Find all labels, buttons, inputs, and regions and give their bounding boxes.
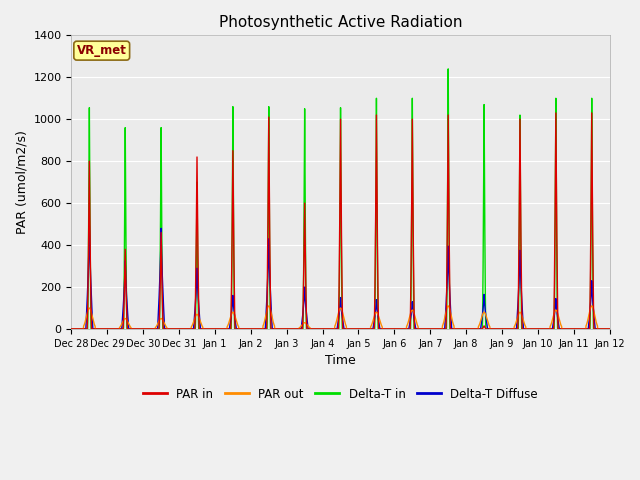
Y-axis label: PAR (umol/m2/s): PAR (umol/m2/s): [15, 130, 28, 234]
X-axis label: Time: Time: [325, 354, 356, 367]
Title: Photosynthetic Active Radiation: Photosynthetic Active Radiation: [219, 15, 462, 30]
Legend: PAR in, PAR out, Delta-T in, Delta-T Diffuse: PAR in, PAR out, Delta-T in, Delta-T Dif…: [138, 383, 543, 405]
Text: VR_met: VR_met: [77, 44, 127, 57]
